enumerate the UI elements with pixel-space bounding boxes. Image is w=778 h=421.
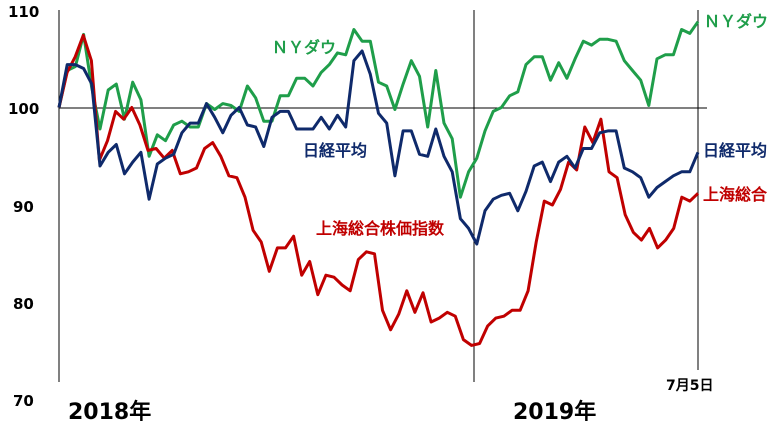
series-label-shanghai: 上海総合株価指数 — [316, 219, 445, 238]
series-line-nikkei — [57, 49, 700, 246]
end-date-label: 7月5日 — [666, 378, 713, 394]
y-tick-label: 80 — [13, 295, 34, 313]
series-label-nikkei-right: 日経平均 — [703, 141, 767, 160]
series-label-ny-dow: ＮＹダウ — [272, 38, 336, 57]
y-tick-label: 70 — [13, 392, 34, 410]
y-tick-label: 90 — [13, 198, 34, 216]
series-label-shanghai-right: 上海総合 — [703, 185, 768, 204]
series-label-ny-dow-right: ＮＹダウ — [704, 12, 768, 31]
x-year-label: 2019年 — [513, 399, 596, 421]
y-tick-label: 110 — [8, 3, 39, 21]
series-label-nikkei: 日経平均 — [303, 141, 367, 160]
series-line-ny-dow — [57, 20, 700, 199]
y-tick-label: 100 — [8, 100, 39, 118]
x-year-label: 2018年 — [68, 399, 151, 421]
